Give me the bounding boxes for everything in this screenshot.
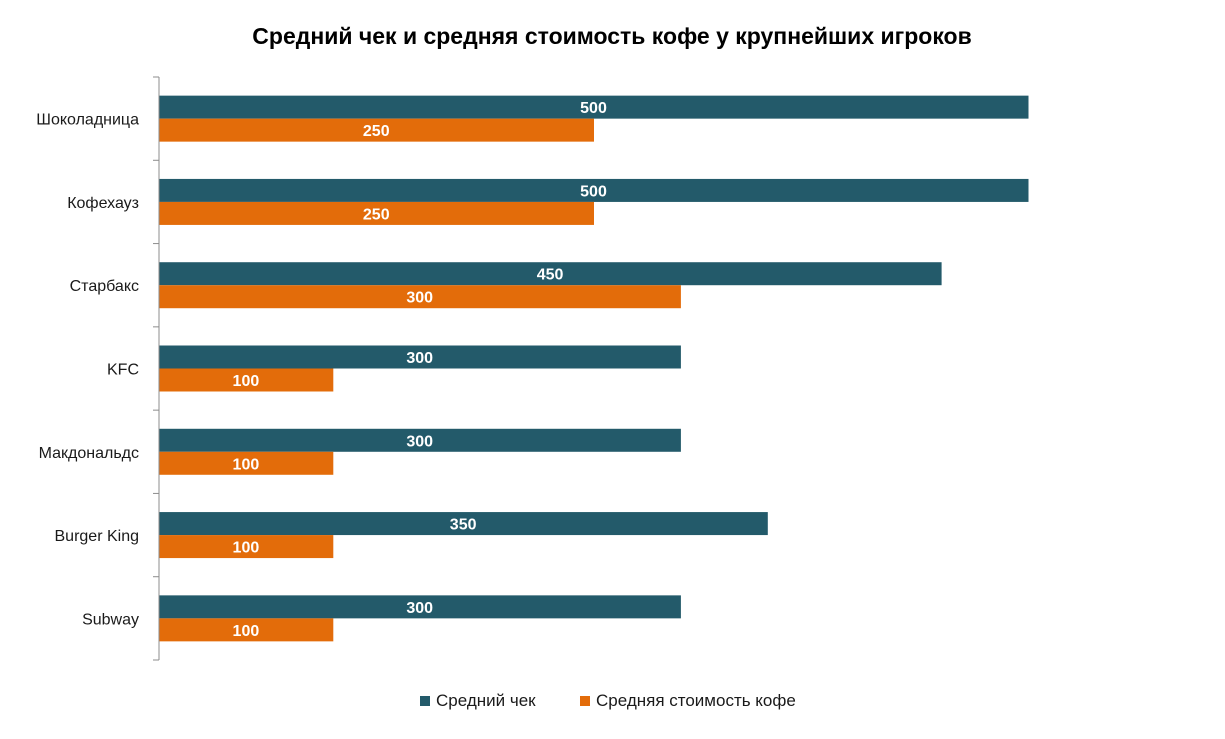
data-label: 300 — [406, 433, 433, 450]
data-label: 100 — [233, 540, 260, 557]
data-label: 100 — [233, 373, 260, 390]
category-label: Шоколадница — [36, 112, 139, 129]
data-label: 250 — [363, 206, 390, 223]
category-label: Макдональдс — [39, 445, 139, 462]
bar-average-check — [159, 595, 681, 619]
data-label: 300 — [406, 350, 433, 367]
data-label: 300 — [406, 600, 433, 617]
bars-group — [159, 95, 1029, 642]
legend-label: Средний чек — [436, 691, 536, 710]
bar-coffee-price — [159, 618, 334, 642]
data-label: 450 — [537, 267, 564, 284]
bar-average-check — [159, 95, 1029, 119]
legend-swatch — [420, 696, 430, 706]
bar-coffee-price — [159, 201, 594, 225]
bar-average-check — [159, 428, 681, 452]
category-label: Старбакс — [70, 278, 139, 295]
category-label: KFC — [107, 362, 139, 379]
category-label: Кофехауз — [67, 195, 139, 212]
data-label: 350 — [450, 517, 477, 534]
category-axis: Шоколадница Кофехауз Старбакс KFC Макдональд… — [36, 76, 160, 661]
legend-label: Средняя стоимость кофе — [596, 691, 796, 710]
bar-coffee-price — [159, 451, 334, 475]
data-label: 300 — [406, 290, 433, 307]
category-label: Subway — [82, 611, 139, 628]
bar-average-check — [159, 345, 681, 369]
legend-swatch — [580, 696, 590, 706]
bar-average-check — [159, 512, 768, 536]
legend: Средний чек Средняя стоимость кофе — [420, 691, 796, 710]
data-label: 100 — [233, 456, 260, 473]
bar-coffee-price — [159, 118, 594, 142]
data-label: 250 — [363, 123, 390, 140]
bar-average-check — [159, 178, 1029, 202]
data-label: 500 — [580, 100, 607, 117]
data-label: 100 — [233, 623, 260, 640]
chart-title: Средний чек и средняя стоимость кофе у к… — [252, 23, 971, 49]
bar-coffee-price — [159, 285, 681, 309]
bar-average-check — [159, 262, 942, 286]
bar-coffee-price — [159, 368, 334, 392]
data-labels-group: 500 250 500 250 450 300 300 100 300 100 350 100 300 1… — [233, 100, 607, 640]
bar-coffee-price — [159, 535, 334, 559]
data-label: 500 — [580, 183, 607, 200]
category-label: Burger King — [55, 528, 140, 545]
